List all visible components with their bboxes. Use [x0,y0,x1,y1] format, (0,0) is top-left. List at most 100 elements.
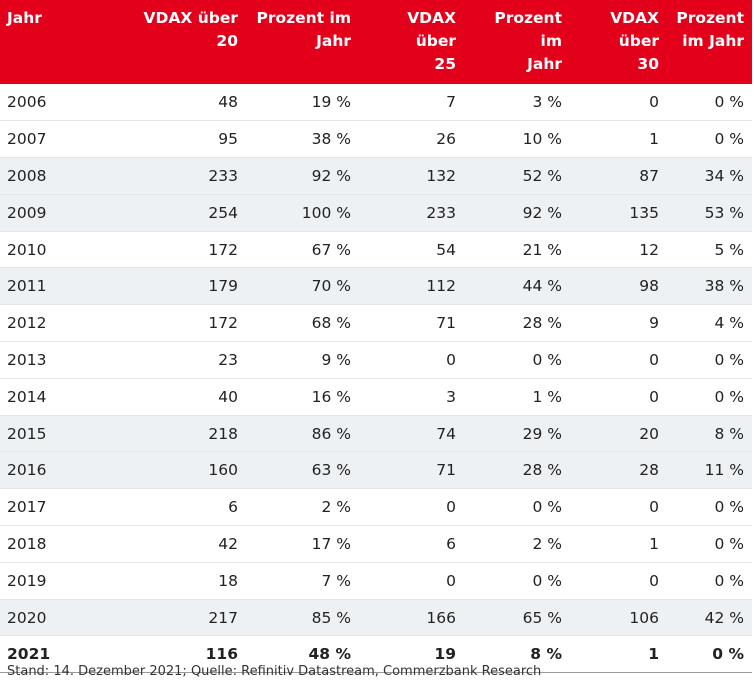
table-row: 2014 40 16 % 3 1 % 0 0 % [0,378,752,416]
table-cell: 34 % [667,157,752,195]
table-cell: 10 % [464,120,570,159]
year-cell: 2019 [0,562,66,600]
table-cell: 116 [66,635,246,674]
table-cell: 135 [570,194,667,232]
table-cell: 87 [570,157,667,195]
year-cell: 2020 [0,599,66,637]
table-row: 2019 18 7 % 0 0 % 0 0 % [0,562,752,600]
table-cell: 2 % [246,488,359,527]
column-header-line1: VDAX über [610,9,659,50]
table-row: 2018 42 17 % 6 2 % 1 0 % [0,525,752,563]
table-cell: 19 % [246,84,359,122]
year-cell: 2008 [0,157,66,195]
table-cell: 0 % [464,488,570,527]
year-cell: 2009 [0,194,66,232]
column-header-line2: 25 [434,55,456,73]
table-row: 2009 254 100 % 233 92 % 135 53 % [0,194,752,232]
table-cell: 0 [570,378,667,416]
table-body: 2006 48 19 % 7 3 % 0 0 % 2007 95 38 % 26 10 % 1 0 % 20… [0,84,752,674]
column-header-line2: im Jahr [682,32,744,50]
table-cell: 11 % [667,451,752,490]
header-row: Jahr VDAX über 20 Prozent im Jahr VDAX über 25… [0,0,752,84]
table-row: 2008 233 92 % 132 52 % 87 34 % [0,157,752,195]
year-cell: 2007 [0,120,66,159]
column-header: VDAX über 25 [359,0,464,84]
table-row: 2016 160 63 % 71 28 % 28 11 % [0,451,752,490]
column-header-line2: Jahr [316,32,351,50]
table-cell: 26 [359,120,464,159]
table-cell: 0 % [667,562,752,600]
table-cell: 67 % [246,231,359,269]
table-cell: 172 [66,304,246,343]
table-cell: 179 [66,267,246,306]
table-cell: 42 [66,525,246,563]
table-cell: 95 [66,120,246,159]
table-cell: 0 [570,488,667,527]
table-cell: 48 % [246,635,359,674]
table-cell: 4 % [667,304,752,343]
table-cell: 38 % [667,267,752,306]
table-row: 2013 23 9 % 0 0 % 0 0 % [0,341,752,379]
table-cell: 40 [66,378,246,416]
table-cell: 20 [570,415,667,453]
year-cell: 2014 [0,378,66,416]
table-cell: 2 % [464,525,570,563]
table-cell: 71 [359,451,464,490]
table-cell: 5 % [667,231,752,269]
table-header: Jahr VDAX über 20 Prozent im Jahr VDAX über 25… [0,0,752,84]
table-cell: 0 % [667,84,752,122]
table-cell: 8 % [667,415,752,453]
table-cell: 0 [570,84,667,122]
table-cell: 92 % [464,194,570,232]
table-row: 2012 172 68 % 71 28 % 9 4 % [0,304,752,343]
column-header: Prozent im Jahr [464,0,570,84]
table-cell: 92 % [246,157,359,195]
table-cell: 0 % [464,562,570,600]
table-cell: 0 % [667,378,752,416]
table-cell: 0 % [667,341,752,379]
table-cell: 17 % [246,525,359,563]
table-cell: 0 % [464,341,570,379]
table-cell: 6 [359,525,464,563]
table-cell: 53 % [667,194,752,232]
column-header-line1: VDAX über [407,9,456,50]
table-row-total: 2021 116 48 % 19 8 % 1 0 % [0,635,752,674]
table-cell: 0 [570,562,667,600]
table-cell: 28 % [464,304,570,343]
table-cell: 6 [66,488,246,527]
column-header-line2: 30 [637,55,659,73]
table-cell: 112 [359,267,464,306]
table-row: 2007 95 38 % 26 10 % 1 0 % [0,120,752,159]
table-cell: 86 % [246,415,359,453]
table-cell: 23 [66,341,246,379]
source-footnote: Stand: 14. Dezember 2021; Quelle: Refini… [7,664,542,679]
table-cell: 19 [359,635,464,674]
table-cell: 254 [66,194,246,232]
table-cell: 85 % [246,599,359,637]
table-cell: 233 [359,194,464,232]
table-cell: 233 [66,157,246,195]
table-cell: 9 % [246,341,359,379]
column-header: VDAX über 30 [570,0,667,84]
column-header-line1: VDAX über [143,9,239,27]
year-cell: 2011 [0,267,66,306]
table-cell: 3 % [464,84,570,122]
year-cell: 2012 [0,304,66,343]
table-cell: 1 % [464,378,570,416]
table-row: 2015 218 86 % 74 29 % 20 8 % [0,415,752,453]
table-cell: 0 % [667,488,752,527]
column-header-line2: Jahr [527,55,562,73]
year-cell: 2013 [0,341,66,379]
table-cell: 160 [66,451,246,490]
year-cell: 2010 [0,231,66,269]
column-header-line1: Jahr [7,9,42,27]
table-cell: 7 [359,84,464,122]
column-header-line1: Prozent im [256,9,352,27]
column-header: Prozent im Jahr [667,0,752,84]
table-cell: 12 [570,231,667,269]
table-cell: 172 [66,231,246,269]
table-cell: 65 % [464,599,570,637]
year-cell: 2016 [0,451,66,490]
table-cell: 1 [570,635,667,674]
